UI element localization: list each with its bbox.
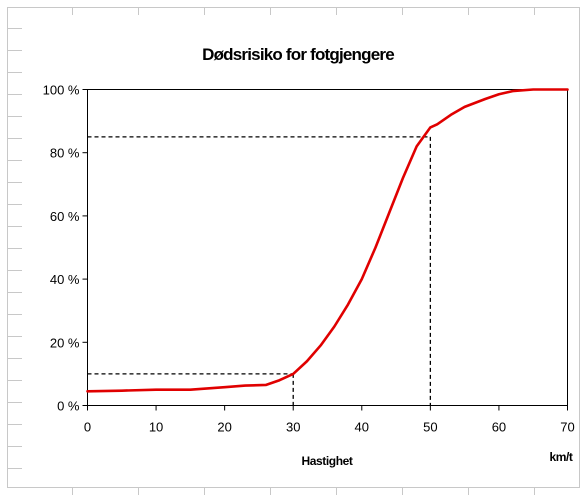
y-tick-label: 20 % — [50, 335, 80, 350]
x-tick-label: 0 — [84, 420, 91, 435]
x-axis: 0 10 20 30 40 50 60 70 — [84, 405, 575, 435]
x-tick-label: 10 — [149, 420, 163, 435]
y-axis: 0 % 20 % 40 % 60 % 80 % 100 % — [43, 83, 88, 414]
guide-lines — [87, 136, 432, 406]
x-tick-label: 50 — [423, 420, 437, 435]
chart-frame — [7, 7, 580, 488]
x-tick-label: 40 — [355, 420, 369, 435]
chart-title: Dødsrisiko for fotgjengere — [202, 45, 394, 64]
y-tick-label: 100 % — [43, 83, 80, 98]
y-tick-label: 0 % — [57, 399, 80, 414]
x-tick-label: 30 — [286, 420, 300, 435]
y-tick-label: 60 % — [50, 209, 80, 224]
series-line — [86, 88, 569, 393]
series-layer — [86, 88, 569, 393]
y-tick-label: 40 % — [50, 272, 80, 287]
frame-ticks — [7, 7, 535, 495]
x-tick-label: 60 — [492, 420, 506, 435]
y-tick-label: 80 % — [50, 146, 80, 161]
plot-area — [87, 89, 568, 406]
x-axis-unit: km/t — [549, 450, 572, 464]
x-tick-label: 20 — [217, 420, 231, 435]
x-axis-title: Hastighet — [301, 454, 352, 468]
x-tick-label: 70 — [560, 420, 574, 435]
